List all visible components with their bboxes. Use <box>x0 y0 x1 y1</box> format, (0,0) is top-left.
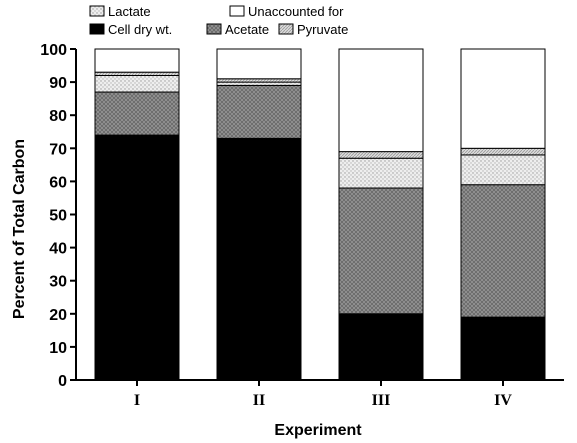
legend-swatch <box>206 23 222 35</box>
bar-segment-cell-dry-wt-iv <box>460 316 546 381</box>
y-tick-label: 10 <box>49 340 67 357</box>
bar-segment-pyruvate-iv <box>460 147 546 156</box>
x-tick-label: II <box>253 392 265 409</box>
legend-swatch <box>89 23 105 35</box>
bar-iv <box>460 48 546 381</box>
legend-label: Pyruvate <box>297 22 348 37</box>
y-tick-label: 60 <box>49 174 67 191</box>
legend-item-pyruvate: Pyruvate <box>278 22 348 37</box>
x-tick-label: III <box>372 392 391 409</box>
bar-segment-lactate-iv <box>460 154 546 186</box>
bar-segment-acetate-ii <box>216 84 302 139</box>
bar-iii <box>338 48 424 381</box>
bar-segment-acetate-iv <box>460 184 546 318</box>
y-tick-label: 40 <box>49 241 67 258</box>
bar-ii <box>216 48 302 381</box>
bar-segment-unaccounted-for-ii <box>216 48 302 80</box>
bar-segment-lactate-iii <box>338 157 424 189</box>
y-tick-label: 30 <box>49 274 67 291</box>
y-tick-label: 80 <box>49 108 67 125</box>
legend-label: Lactate <box>108 4 151 19</box>
legend-swatch <box>89 5 105 17</box>
legend-swatch <box>278 23 294 35</box>
legend-label: Cell dry wt. <box>108 22 172 37</box>
x-tick-label: IV <box>494 392 512 409</box>
y-tick-label: 0 <box>58 373 67 390</box>
x-axis: I II III IV <box>76 379 564 409</box>
y-tick-label: 20 <box>49 307 67 324</box>
legend-item-unaccounted-for: Unaccounted for <box>229 4 344 19</box>
x-axis-title: Experiment <box>274 422 362 439</box>
bar-segment-cell-dry-wt-iii <box>338 313 424 381</box>
legend-label: Acetate <box>225 22 269 37</box>
bar-segment-unaccounted-for-iv <box>460 48 546 149</box>
bar-segment-lactate-i <box>94 74 180 93</box>
bar-segment-cell-dry-wt-i <box>94 134 180 381</box>
y-tick-label: 50 <box>49 208 67 225</box>
bar-segment-acetate-iii <box>338 187 424 315</box>
bar-segment-cell-dry-wt-ii <box>216 137 302 381</box>
y-axis-title: Percent of Total Carbon <box>11 139 28 319</box>
x-tick-label: I <box>134 392 140 409</box>
bar-segment-unaccounted-for-i <box>94 48 180 73</box>
legend: Lactate Unaccounted for Cell dry wt. Acetat… <box>89 4 348 37</box>
legend-item-lactate: Lactate <box>89 4 151 19</box>
bar-segment-unaccounted-for-iii <box>338 48 424 153</box>
y-axis: 0 10 20 30 40 50 60 70 80 90 100 <box>40 42 77 390</box>
y-tick-label: 70 <box>49 141 67 158</box>
legend-item-acetate: Acetate <box>206 22 269 37</box>
legend-item-cell-dry-wt: Cell dry wt. <box>89 22 172 37</box>
bar-segment-pyruvate-iii <box>338 151 424 159</box>
y-tick-label: 100 <box>40 42 67 59</box>
bars <box>94 48 546 381</box>
legend-label: Unaccounted for <box>248 4 344 19</box>
y-tick-label: 90 <box>49 75 67 92</box>
bar-i <box>94 48 180 381</box>
legend-swatch <box>229 5 245 17</box>
bar-segment-acetate-i <box>94 91 180 136</box>
